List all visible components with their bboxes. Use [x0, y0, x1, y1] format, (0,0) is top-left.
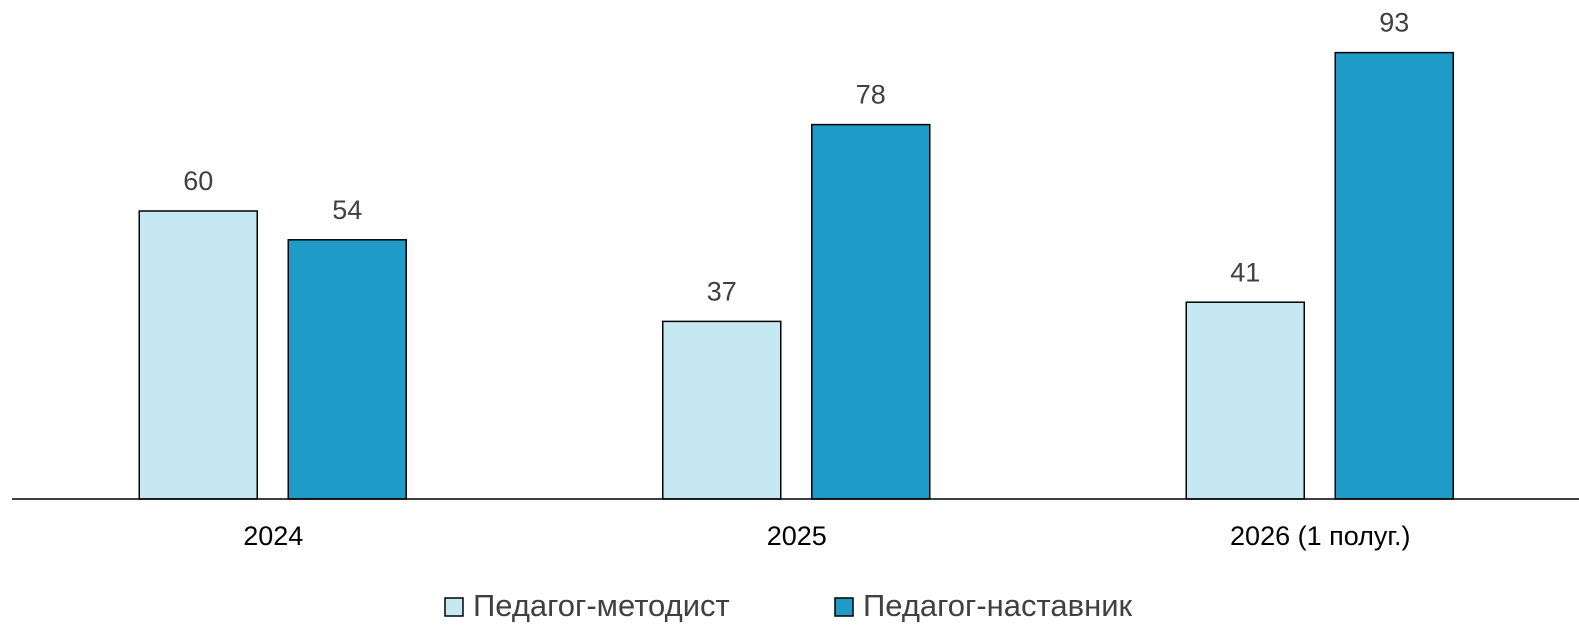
value-label: 78	[856, 80, 886, 110]
x-tick-label: 2025	[767, 521, 827, 551]
value-label: 54	[332, 195, 362, 225]
value-label: 93	[1379, 8, 1409, 38]
value-label: 60	[183, 166, 213, 196]
value-label: 41	[1230, 257, 1260, 287]
bar	[811, 123, 931, 500]
legend-swatch	[834, 597, 854, 617]
x-tick-label: 2026 (1 полуг.)	[1230, 521, 1410, 551]
bar	[287, 239, 407, 500]
value-label: 37	[707, 277, 737, 307]
x-tick-label: 2024	[243, 521, 303, 551]
legend-swatch	[444, 597, 464, 617]
bar	[1185, 301, 1305, 500]
legend-label: Педагог-методист	[473, 588, 730, 623]
bar	[1334, 51, 1454, 500]
legend-label: Педагог-наставник	[863, 588, 1133, 623]
bar	[662, 320, 782, 500]
bar	[138, 210, 258, 500]
